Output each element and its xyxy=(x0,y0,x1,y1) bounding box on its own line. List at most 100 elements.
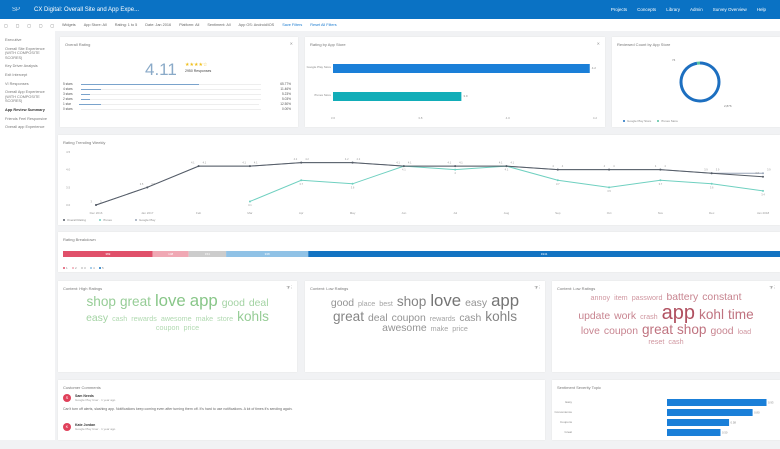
toolbar-link[interactable]: Save Filters xyxy=(282,23,302,27)
cloud-word[interactable]: app xyxy=(491,293,519,310)
legend-label[interactable]: 5 xyxy=(102,266,104,270)
data-point[interactable] xyxy=(403,165,405,167)
cloud-word[interactable]: easy xyxy=(86,314,108,324)
data-point[interactable] xyxy=(454,169,456,171)
data-point[interactable] xyxy=(557,169,559,171)
nav-link-library[interactable]: Library xyxy=(666,7,680,12)
toolbar-link[interactable]: Reset All Filters xyxy=(310,23,336,27)
data-point[interactable] xyxy=(198,165,200,167)
cloud-word[interactable]: kohls xyxy=(237,310,269,324)
cloud-word[interactable]: great xyxy=(642,323,673,337)
data-point[interactable] xyxy=(711,172,713,174)
sidebar-item[interactable]: Overall Site Experience (WITH COMPOSITE … xyxy=(5,47,50,61)
legend-label[interactable]: iTunes xyxy=(103,218,112,222)
cloud-word[interactable]: great xyxy=(333,310,364,324)
close-icon[interactable]: ✕ xyxy=(290,41,293,46)
legend-label[interactable]: 2 xyxy=(75,266,77,270)
cloud-word[interactable]: make xyxy=(431,325,449,332)
data-point[interactable] xyxy=(95,204,97,206)
cloud-word[interactable]: work xyxy=(614,312,636,322)
cloud-word[interactable]: item xyxy=(614,294,628,301)
cloud-word[interactable]: shop xyxy=(86,295,115,309)
sentiment-bar[interactable] xyxy=(667,409,753,416)
cloud-word[interactable]: coupon xyxy=(604,327,638,337)
sidebar-item[interactable]: App Review Summary xyxy=(5,108,50,113)
export-icon[interactable]: ▢ xyxy=(50,23,54,28)
legend-label[interactable]: 3 xyxy=(84,266,86,270)
cloud-word[interactable]: good xyxy=(710,327,733,337)
cloud-word[interactable]: awesome xyxy=(161,315,192,322)
sidebar-item[interactable]: Overall app Experience xyxy=(5,125,50,130)
cloud-word[interactable]: rewards xyxy=(430,315,456,322)
data-point[interactable] xyxy=(608,186,610,188)
filter-dropdown[interactable]: Rating: 1 to 5 xyxy=(115,23,138,27)
cloud-word[interactable]: rewards xyxy=(131,315,157,322)
cloud-word[interactable]: password xyxy=(632,294,663,301)
filter-icon[interactable]: ⧩ ⋮ xyxy=(286,285,292,290)
sentiment-bar[interactable] xyxy=(667,429,721,436)
cloud-word[interactable]: price xyxy=(452,325,468,332)
filter-dropdown[interactable]: Platform: All xyxy=(179,23,199,27)
cloud-word[interactable]: shop xyxy=(397,295,426,309)
data-point[interactable] xyxy=(300,162,302,164)
sentiment-bar[interactable] xyxy=(667,419,729,426)
cloud-word[interactable]: update xyxy=(578,312,610,322)
cloud-word[interactable]: cash xyxy=(668,338,683,345)
cloud-word[interactable]: app xyxy=(190,293,218,310)
filter-dropdown[interactable]: Widgets xyxy=(62,23,76,27)
filter-dropdown[interactable]: App Store: All xyxy=(84,23,107,27)
nav-link-concepts[interactable]: Concepts xyxy=(637,7,656,12)
sidebar-item[interactable]: Friends Feel Responsive xyxy=(5,117,50,122)
image-icon[interactable]: ▢ xyxy=(16,23,20,28)
legend-label[interactable]: Google Play Store xyxy=(627,119,652,123)
cloud-word[interactable]: store xyxy=(217,315,233,322)
legend-label[interactable]: Overall Rating xyxy=(67,218,86,222)
sentiment-bar[interactable] xyxy=(667,399,767,406)
legend-label[interactable]: 4 xyxy=(93,266,95,270)
legend-label[interactable]: Google Play xyxy=(139,218,156,222)
cloud-word[interactable]: make xyxy=(196,315,214,322)
sidebar-item[interactable]: Key Driver Analysis xyxy=(5,64,50,69)
cloud-word[interactable]: love xyxy=(581,327,600,337)
nav-link-admin[interactable]: Admin xyxy=(690,7,703,12)
cloud-word[interactable]: coupon xyxy=(156,324,180,331)
project-title[interactable]: CX Digital: Overall Site and App Expe... xyxy=(34,7,139,13)
data-point[interactable] xyxy=(659,179,661,181)
cloud-word[interactable]: app xyxy=(662,303,695,323)
data-point[interactable] xyxy=(608,169,610,171)
cloud-word[interactable]: annoy xyxy=(591,294,611,301)
data-point[interactable] xyxy=(454,165,456,167)
data-point[interactable] xyxy=(762,190,764,192)
grid-icon[interactable]: ▢ xyxy=(4,23,8,28)
legend-label[interactable]: 1 xyxy=(66,266,68,270)
filter-dropdown[interactable]: App OS: Android/iOS xyxy=(239,23,275,27)
data-point[interactable] xyxy=(300,179,302,181)
sidebar-item[interactable]: Overall App Experience (WITH COMPOSITE S… xyxy=(5,90,50,104)
cloud-word[interactable]: load xyxy=(738,328,752,335)
cloud-word[interactable]: great xyxy=(120,295,151,309)
data-point[interactable] xyxy=(249,165,251,167)
nav-link-help[interactable]: Help xyxy=(757,7,766,12)
cloud-word[interactable]: battery xyxy=(666,293,698,303)
data-point[interactable] xyxy=(557,179,559,181)
data-point[interactable] xyxy=(762,176,764,178)
cloud-word[interactable]: cash xyxy=(112,315,127,322)
cloud-word[interactable]: time xyxy=(728,308,754,322)
cloud-word[interactable]: best xyxy=(379,300,393,307)
cloud-word[interactable]: reset xyxy=(648,338,664,345)
sidebar-item[interactable]: Exit Intercept xyxy=(5,73,50,78)
filter-dropdown[interactable]: Sentiment: All xyxy=(207,23,230,27)
legend-label[interactable]: iTunes Store xyxy=(661,119,678,123)
cloud-word[interactable]: constant xyxy=(702,293,741,303)
cloud-word[interactable]: place xyxy=(358,300,375,307)
donut-slice[interactable] xyxy=(681,63,719,101)
cloud-word[interactable]: good xyxy=(331,299,354,309)
filter-icon[interactable]: ⧩ ⋮ xyxy=(769,285,775,290)
cloud-word[interactable]: deal xyxy=(249,299,269,309)
cloud-word[interactable]: love xyxy=(155,293,186,310)
cloud-word[interactable]: crash xyxy=(640,313,658,320)
data-point[interactable] xyxy=(352,183,354,185)
cloud-word[interactable]: awesome xyxy=(382,324,426,334)
cloud-word[interactable]: love xyxy=(430,293,461,310)
data-point[interactable] xyxy=(352,162,354,164)
